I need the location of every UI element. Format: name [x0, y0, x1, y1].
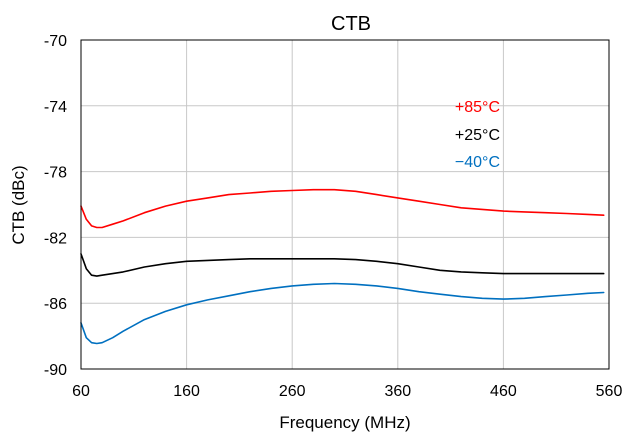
series-group [80, 188, 605, 345]
x-tick-label: 460 [490, 383, 517, 400]
x-tick-label: 160 [173, 383, 200, 400]
y-tick-label: -90 [44, 362, 67, 379]
chart-title: CTB [331, 13, 371, 35]
series-line-2 [80, 282, 605, 345]
y-tick-label: -70 [44, 33, 67, 50]
y-tick-labels: -70 -74 -78 -82 -86 -90 [44, 33, 67, 379]
series-line-1 [80, 253, 605, 277]
x-tick-label: 560 [596, 383, 623, 400]
x-tick-label: 60 [72, 383, 90, 400]
x-tick-labels: 60 160 260 360 460 560 [72, 383, 622, 400]
y-tick-label: -78 [44, 165, 67, 182]
legend-entry-1: +25°C [455, 127, 500, 144]
y-tick-label: -86 [44, 296, 67, 313]
y-tick-label: -82 [44, 230, 67, 247]
y-tick-label: -74 [44, 99, 67, 116]
x-tick-label: 360 [384, 383, 411, 400]
x-axis-label: Frequency (MHz) [279, 413, 410, 432]
y-axis-label: CTB (dBc) [9, 165, 28, 244]
series-line-0 [80, 188, 605, 229]
legend-entry-2: −40°C [455, 154, 500, 171]
legend-entry-0: +85°C [455, 99, 500, 116]
plot-frame [80, 39, 610, 370]
x-tick-label: 260 [279, 383, 306, 400]
legend: +85°C +25°C −40°C [455, 99, 500, 171]
